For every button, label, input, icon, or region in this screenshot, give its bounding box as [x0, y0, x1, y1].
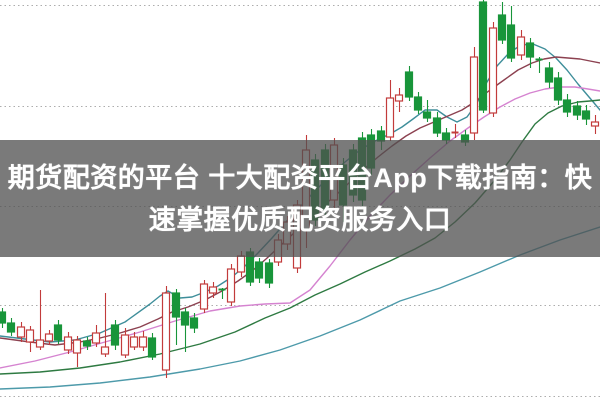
ma-long-teal-line — [0, 226, 600, 390]
candle — [35, 290, 45, 350]
candle — [581, 105, 591, 125]
candle — [100, 293, 110, 357]
candle — [506, 6, 516, 62]
candle — [497, 2, 507, 44]
candle — [264, 259, 274, 288]
candle — [525, 38, 535, 68]
candle — [544, 62, 554, 88]
candle — [171, 289, 181, 345]
candle — [385, 80, 395, 141]
candle — [394, 88, 404, 112]
candle — [82, 337, 92, 350]
candle — [404, 66, 414, 101]
candle — [0, 308, 7, 328]
candle — [120, 328, 130, 358]
title-banner: 期货配资的平台 十大配资平台App下载指南：快 速掌握优质配资服务入口 — [0, 140, 600, 257]
candle — [189, 313, 199, 333]
candle — [16, 322, 26, 342]
candle — [6, 318, 16, 336]
candle — [147, 333, 157, 360]
candle — [138, 331, 148, 351]
candle — [572, 101, 582, 120]
candle — [226, 264, 236, 306]
candle — [422, 100, 432, 122]
candle — [590, 115, 600, 134]
candle — [451, 124, 459, 138]
candle — [25, 326, 35, 352]
candle — [254, 258, 264, 283]
banner-title-line1: 期货配资的平台 十大配资平台App下载指南：快 — [7, 162, 593, 193]
candle — [516, 30, 526, 60]
candle — [488, 22, 498, 117]
candle — [180, 308, 190, 352]
candle — [553, 72, 563, 105]
candle — [413, 92, 423, 114]
candle — [53, 320, 63, 344]
candle — [129, 332, 139, 350]
candle — [63, 332, 73, 354]
candle — [72, 336, 82, 367]
candle — [562, 94, 572, 117]
candle — [110, 320, 120, 350]
candle — [218, 288, 226, 299]
banner-title-line2: 速掌握优质配资服务入口 — [148, 204, 452, 235]
candle — [535, 57, 543, 73]
candle — [44, 330, 54, 345]
candle — [199, 280, 209, 313]
candle — [478, 0, 488, 113]
candle — [469, 47, 479, 140]
candle — [161, 286, 171, 378]
candle — [91, 325, 101, 347]
candle — [208, 282, 218, 298]
candle — [432, 112, 442, 137]
